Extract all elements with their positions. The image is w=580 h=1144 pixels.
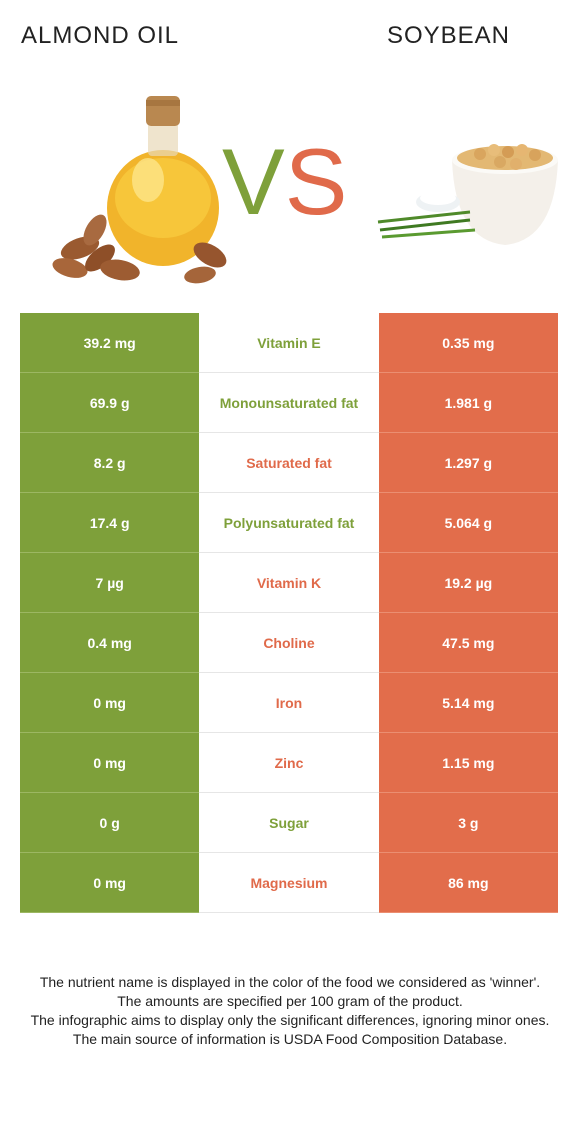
food-illustrations <box>52 96 558 284</box>
right-value-cell: 86 mg <box>378 852 558 913</box>
right-value-cell: 19.2 µg <box>378 552 558 613</box>
vs-v: V <box>222 129 285 234</box>
nutrient-name-cell: Polyunsaturated fat <box>199 492 379 553</box>
table-row: 0 mg Magnesium 86 mg <box>20 852 558 913</box>
footer-line: The main source of information is USDA F… <box>72 1031 508 1047</box>
footer-line: The amounts are specified per 100 gram o… <box>117 993 463 1009</box>
almonds-image <box>52 214 227 284</box>
vs-label: VS <box>222 132 352 232</box>
nutrient-name-cell: Zinc <box>199 732 379 793</box>
table-row: 7 µg Vitamin K 19.2 µg <box>20 552 558 613</box>
left-value-cell: 0 mg <box>20 672 200 733</box>
right-value-cell: 1.297 g <box>378 432 558 493</box>
vs-s: S <box>284 129 348 234</box>
right-food-title: SOYBEAN <box>386 22 510 49</box>
left-food-title: ALMOND OIL <box>21 22 180 49</box>
left-value-cell: 0.4 mg <box>20 612 200 673</box>
right-value-cell: 0.35 mg <box>378 313 558 373</box>
footer-line: The nutrient name is displayed in the co… <box>39 974 541 990</box>
right-value-cell: 1.15 mg <box>378 732 558 793</box>
left-value-cell: 0 g <box>20 792 200 853</box>
nutrient-name-cell: Sugar <box>199 792 379 853</box>
table-row: 0 g Sugar 3 g <box>20 792 558 853</box>
almond-oil-bottle-image <box>107 96 219 266</box>
left-value-cell: 8.2 g <box>20 432 200 493</box>
left-value-cell: 0 mg <box>20 852 200 913</box>
nutrient-name-cell: Choline <box>199 612 379 673</box>
table-row: 17.4 g Polyunsaturated fat 5.064 g <box>20 492 558 553</box>
nutrient-name-cell: Saturated fat <box>199 432 379 493</box>
nutrient-name-cell: Magnesium <box>199 852 379 913</box>
right-value-cell: 5.14 mg <box>378 672 558 733</box>
table-row: 0.4 mg Choline 47.5 mg <box>20 612 558 673</box>
right-value-cell: 3 g <box>378 792 558 853</box>
right-value-cell: 47.5 mg <box>378 612 558 673</box>
table-row: 0 mg Iron 5.14 mg <box>20 672 558 733</box>
nutrient-name-cell: Vitamin K <box>199 552 379 613</box>
nutrient-name-cell: Iron <box>199 672 379 733</box>
soybean-bowl-image <box>377 144 558 245</box>
table-row: 39.2 mg Vitamin E 0.35 mg <box>20 313 558 373</box>
right-value-cell: 1.981 g <box>378 372 558 433</box>
nutrient-name-cell: Monounsaturated fat <box>199 372 379 433</box>
table-row: 0 mg Zinc 1.15 mg <box>20 732 558 793</box>
left-value-cell: 17.4 g <box>20 492 200 553</box>
left-value-cell: 7 µg <box>20 552 200 613</box>
table-row: 69.9 g Monounsaturated fat 1.981 g <box>20 372 558 433</box>
left-value-cell: 39.2 mg <box>20 313 200 373</box>
left-value-cell: 69.9 g <box>20 372 200 433</box>
table-row: 8.2 g Saturated fat 1.297 g <box>20 432 558 493</box>
footer-line: The infographic aims to display only the… <box>30 1012 550 1028</box>
footer-notes: The nutrient name is displayed in the co… <box>20 973 560 1049</box>
comparison-table: 39.2 mg Vitamin E 0.35 mg 69.9 g Monounsatur… <box>20 313 558 913</box>
left-value-cell: 0 mg <box>20 732 200 793</box>
right-value-cell: 5.064 g <box>378 492 558 553</box>
nutrient-name-cell: Vitamin E <box>199 313 379 373</box>
